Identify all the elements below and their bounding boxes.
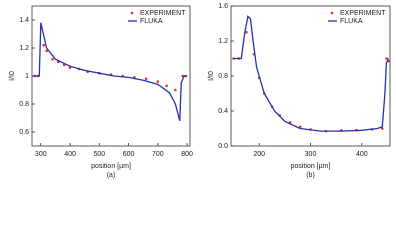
data-point xyxy=(245,30,248,34)
x-axis-label: position [µm] xyxy=(291,163,331,170)
x-tick-label: 800 xyxy=(181,151,193,158)
data-point xyxy=(381,127,384,130)
legend-label: FLUKA xyxy=(340,18,363,25)
x-tick-label: 600 xyxy=(123,151,135,158)
legend-swatch xyxy=(330,11,334,15)
legend-swatch xyxy=(130,11,134,15)
x-tick-label: 300 xyxy=(305,151,317,158)
data-point xyxy=(144,77,148,81)
x-tick-label: 400 xyxy=(356,151,368,158)
x-tick-label: 400 xyxy=(64,151,76,158)
legend-label: EXPERIMENT xyxy=(140,10,186,17)
legend-label: EXPERIMENT xyxy=(340,10,386,17)
data-point xyxy=(156,80,160,83)
data-point xyxy=(174,88,177,92)
data-point xyxy=(42,43,46,47)
y-tick-label: 1.6 xyxy=(218,3,228,10)
y-tick-label: 1.4 xyxy=(19,17,29,24)
y-tick-label: 0.0 xyxy=(218,143,228,150)
x-tick-label: 700 xyxy=(152,151,164,158)
x-tick-label: 500 xyxy=(93,151,105,158)
data-point xyxy=(298,125,302,129)
data-line xyxy=(233,15,390,132)
legend-label: FLUKA xyxy=(140,18,163,25)
y-axis-label: I/I0 xyxy=(9,71,16,81)
y-tick-label: 0.8 xyxy=(218,73,228,80)
y-tick-label: 0.6 xyxy=(19,129,29,136)
figure: 0.6 0.8 1 1.2 1.4 300 400 500 600 700 800 position … xyxy=(9,3,391,179)
y-tick-label: 1.2 xyxy=(19,45,29,52)
y-tick-label: 0.8 xyxy=(19,101,29,108)
y-axis-label: I/I0 xyxy=(208,71,215,81)
panel-label: (b) xyxy=(306,172,315,179)
data-point xyxy=(385,57,388,60)
x-axis-label: position [µm] xyxy=(91,163,131,170)
data-point xyxy=(165,84,168,88)
data-point xyxy=(51,57,54,61)
data-line xyxy=(32,22,188,121)
y-tick-label: 1.2 xyxy=(218,38,228,45)
y-tick-label: 0.4 xyxy=(218,108,228,115)
y-tick-label: 1 xyxy=(25,73,29,80)
data-point xyxy=(45,49,48,53)
x-tick-label: 300 xyxy=(35,151,47,158)
panel-label: (a) xyxy=(107,172,116,179)
plot-frame xyxy=(230,5,391,147)
x-tick-label: 200 xyxy=(253,151,265,158)
